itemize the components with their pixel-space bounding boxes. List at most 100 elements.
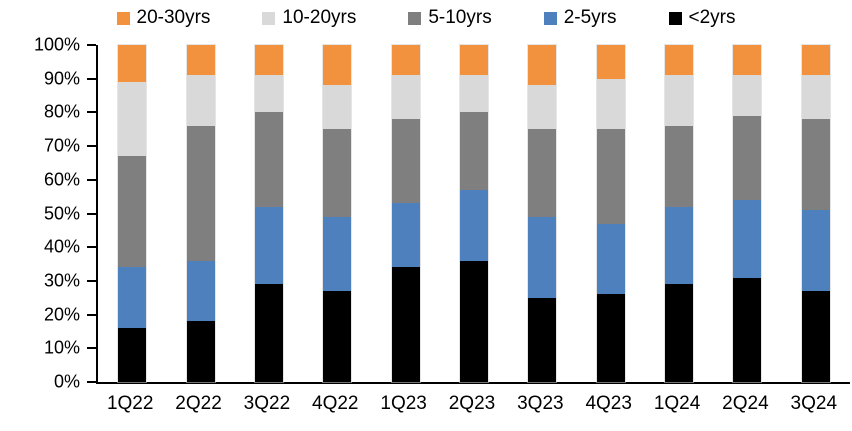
bar-segment-2-5yrs bbox=[733, 200, 762, 278]
bar-column-4Q23 bbox=[577, 44, 645, 383]
x-axis-label-3Q22: 3Q22 bbox=[243, 393, 291, 414]
bar-segment-10-20yrs bbox=[596, 78, 625, 130]
stacked-bar-4Q22 bbox=[322, 44, 353, 383]
bar-segment-2-5yrs bbox=[801, 210, 830, 292]
bar-segment-5-10yrs bbox=[323, 129, 352, 217]
stacked-bar-3Q24 bbox=[800, 44, 831, 383]
bar-segment-5-10yrs bbox=[118, 156, 147, 268]
bar-segment-2-5yrs bbox=[323, 216, 352, 292]
bar-segment-10-20yrs bbox=[254, 75, 283, 113]
bar-segment-<2yrs bbox=[596, 294, 625, 382]
legend-item-<2yrs: <2yrs bbox=[668, 7, 736, 29]
legend-swatch-2-5yrs bbox=[543, 11, 557, 25]
y-axis-tick bbox=[87, 77, 96, 80]
bar-segment-10-20yrs bbox=[323, 85, 352, 130]
bar-segment-5-10yrs bbox=[186, 125, 215, 261]
legend-label: 10-20yrs bbox=[282, 7, 357, 28]
legend-label: 20-30yrs bbox=[136, 7, 211, 28]
stacked-bar-1Q23 bbox=[390, 44, 421, 383]
y-axis-label: 70% bbox=[43, 135, 80, 156]
bar-segment-20-30yrs bbox=[596, 45, 625, 79]
bar-segment-10-20yrs bbox=[391, 75, 420, 120]
bar-segment-10-20yrs bbox=[801, 75, 830, 120]
legend-label: <2yrs bbox=[688, 7, 736, 28]
y-axis-label: 80% bbox=[43, 101, 80, 122]
bar-segment-<2yrs bbox=[665, 284, 694, 382]
y-axis-tick bbox=[87, 279, 96, 282]
y-axis-label: 40% bbox=[43, 236, 80, 257]
stacked-bar-4Q23 bbox=[595, 44, 626, 383]
y-axis-label: 30% bbox=[43, 270, 80, 291]
bar-segment-20-30yrs bbox=[528, 45, 557, 86]
bar-column-3Q23 bbox=[508, 44, 576, 383]
bar-segment-5-10yrs bbox=[528, 129, 557, 217]
legend-item-2-5yrs: 2-5yrs bbox=[543, 7, 617, 29]
x-axis-label-2Q23: 2Q23 bbox=[448, 393, 496, 414]
x-axis-label-2Q24: 2Q24 bbox=[722, 393, 769, 414]
bar-segment-10-20yrs bbox=[118, 82, 147, 157]
x-axis-label-4Q23: 4Q23 bbox=[585, 393, 632, 414]
bar-segment-<2yrs bbox=[459, 260, 488, 382]
y-axis-tick bbox=[87, 381, 96, 383]
y-axis-label: 90% bbox=[43, 68, 80, 89]
bar-segment-<2yrs bbox=[186, 321, 215, 382]
stacked-bar-1Q24 bbox=[664, 44, 695, 383]
y-axis-label: 50% bbox=[43, 203, 80, 223]
bar-segment-20-30yrs bbox=[254, 45, 283, 76]
bar-column-1Q22 bbox=[98, 44, 166, 383]
bar-segment-20-30yrs bbox=[186, 45, 215, 76]
bar-column-2Q23 bbox=[440, 44, 508, 383]
x-axis-label-1Q23: 1Q23 bbox=[380, 393, 427, 414]
y-axis-label: 100% bbox=[33, 34, 80, 55]
stacked-bar-2Q24 bbox=[732, 44, 763, 383]
y-axis-tick bbox=[87, 313, 96, 316]
bar-segment-2-5yrs bbox=[665, 206, 694, 285]
bar-segment-5-10yrs bbox=[665, 125, 694, 207]
x-axis-label-2Q22: 2Q22 bbox=[175, 393, 222, 414]
bar-segment-<2yrs bbox=[801, 291, 830, 382]
stacked-bar-3Q23 bbox=[527, 44, 558, 383]
bar-segment-2-5yrs bbox=[596, 223, 625, 295]
stacked-bar-1Q22 bbox=[117, 44, 148, 383]
bar-column-2Q22 bbox=[166, 44, 234, 383]
x-axis-label-1Q24: 1Q24 bbox=[653, 393, 701, 414]
bar-segment-<2yrs bbox=[323, 291, 352, 382]
y-axis-tick bbox=[87, 44, 96, 46]
legend-label: 2-5yrs bbox=[563, 7, 617, 28]
bar-segment-2-5yrs bbox=[254, 206, 283, 285]
y-axis-tick bbox=[87, 145, 96, 148]
bar-segment-20-30yrs bbox=[801, 45, 830, 76]
bar-segment-20-30yrs bbox=[459, 45, 488, 76]
stacked-bar-2Q23 bbox=[458, 44, 489, 383]
stacked-bar-2Q22 bbox=[185, 44, 216, 383]
legend-swatch-20-30yrs bbox=[116, 11, 130, 25]
legend-label: 5-10yrs bbox=[428, 7, 492, 28]
bar-segment-2-5yrs bbox=[118, 267, 147, 329]
bar-segment-10-20yrs bbox=[665, 75, 694, 126]
bar-segment-20-30yrs bbox=[118, 45, 147, 83]
bar-column-1Q24 bbox=[645, 44, 713, 383]
bar-segment-<2yrs bbox=[733, 277, 762, 382]
bar-column-2Q24 bbox=[713, 44, 781, 383]
bar-segment-2-5yrs bbox=[391, 203, 420, 268]
bar-column-3Q24 bbox=[782, 44, 850, 383]
y-axis-label: 0% bbox=[53, 371, 80, 392]
bar-column-4Q22 bbox=[303, 44, 371, 383]
bar-segment-5-10yrs bbox=[801, 119, 830, 211]
bar-segment-5-10yrs bbox=[596, 129, 625, 224]
bar-segment-20-30yrs bbox=[733, 45, 762, 76]
y-axis-label: 10% bbox=[43, 337, 80, 358]
bar-segment-10-20yrs bbox=[733, 75, 762, 116]
legend-item-10-20yrs: 10-20yrs bbox=[262, 7, 356, 29]
x-axis-label-3Q24: 3Q24 bbox=[790, 393, 838, 414]
bar-segment-5-10yrs bbox=[733, 115, 762, 201]
bar-segment-2-5yrs bbox=[459, 189, 488, 261]
bar-segment-20-30yrs bbox=[665, 45, 694, 76]
bar-segment-<2yrs bbox=[391, 267, 420, 382]
bar-segment-2-5yrs bbox=[186, 260, 215, 322]
chart-legend: 20-30yrs 10-20yrs 5-10yrs 2-5yrs <2yrs bbox=[0, 7, 852, 29]
x-axis: 1Q22 2Q22 3Q22 4Q22 1Q23 2Q23 3Q23 4Q23 1Q24 2Q24… bbox=[96, 393, 848, 415]
legend-item-20-30yrs: 20-30yrs bbox=[116, 7, 211, 29]
bar-segment-10-20yrs bbox=[186, 75, 215, 126]
